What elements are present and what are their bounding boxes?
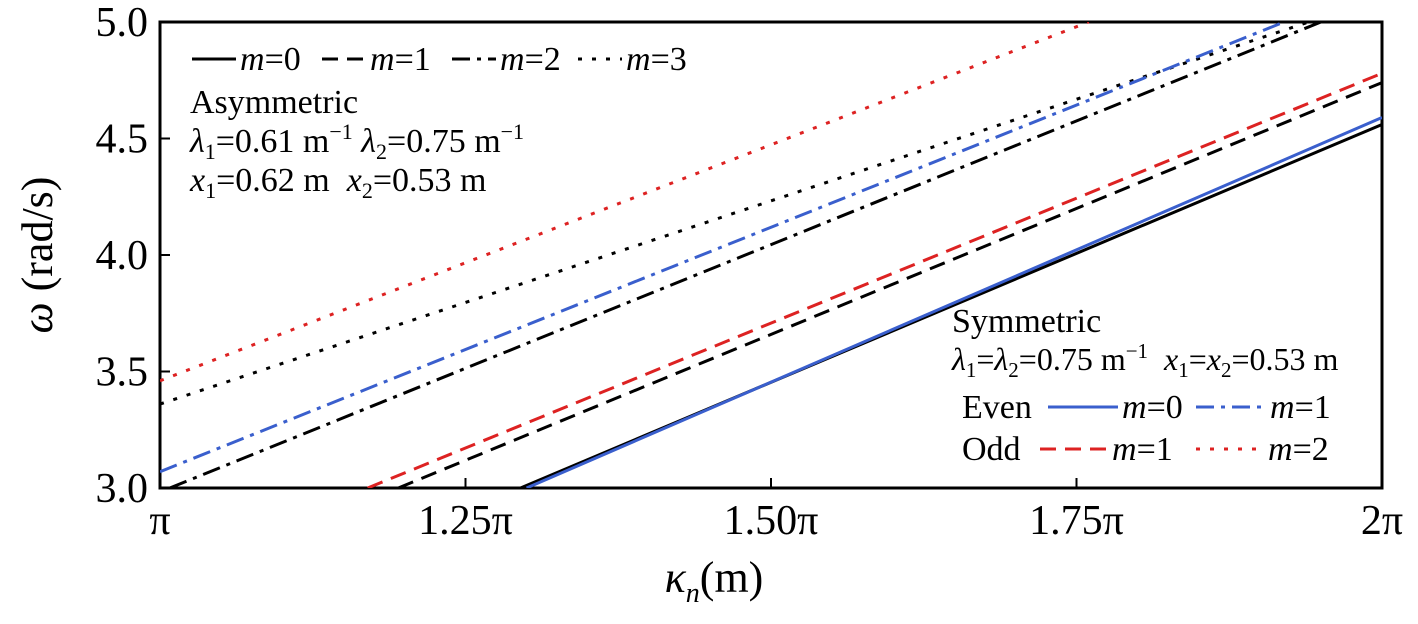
legend-top-item-1-label: m=1 bbox=[370, 41, 431, 78]
y-tick-label: 5.0 bbox=[96, 0, 149, 46]
x-axis-title: κn(m) bbox=[665, 553, 764, 609]
legend-even-item-1: m=1 bbox=[1196, 389, 1331, 426]
y-tick-label: 4.5 bbox=[96, 117, 149, 163]
asymmetric-lambda-params: λ1=0.61 m−1 λ2=0.75 m−1 bbox=[189, 119, 524, 164]
legend-bottom-items: m=0 m=1 m=1 m=2 bbox=[1040, 389, 1331, 468]
legend-asymmetric: m=0 m=1 m=2 m=3 Asymmetric λ1=0.61 m−1 λ2=0… bbox=[189, 41, 687, 203]
legend-top-item-3: m=3 bbox=[578, 41, 687, 78]
series-symmetric-odd-m-1 bbox=[367, 71, 1382, 488]
series-symmetric-even-m-1 bbox=[160, 22, 1285, 474]
legend-odd-item-1-label: m=2 bbox=[1268, 431, 1329, 468]
legend-odd-item-1: m=2 bbox=[1196, 431, 1329, 468]
series-symmetric-even-m-0 bbox=[526, 116, 1382, 488]
y-tick-label: 3.0 bbox=[96, 466, 149, 512]
legend-odd-item-0-label: m=1 bbox=[1112, 431, 1173, 468]
asymmetric-x-params: x1=0.62 m x2=0.53 m bbox=[189, 162, 486, 203]
legend-top-item-2-label: m=2 bbox=[500, 41, 561, 78]
x-tick-label: 1.75π bbox=[1029, 498, 1124, 544]
legend-top-item-0-label: m=0 bbox=[240, 41, 301, 78]
even-label: Even bbox=[962, 389, 1032, 426]
legend-odd-item-0: m=1 bbox=[1040, 431, 1173, 468]
legend-top-item-1: m=1 bbox=[322, 41, 431, 78]
y-tick-label: 4.0 bbox=[96, 233, 149, 279]
asymmetric-heading: Asymmetric bbox=[190, 84, 358, 121]
y-tick-label: 3.5 bbox=[96, 350, 149, 396]
series-asymmetric-m-3 bbox=[160, 22, 1310, 406]
legend-even-item-0: m=0 bbox=[1048, 389, 1183, 426]
legend-symmetric: Symmetric λ1=λ2=0.75 m−1 x1=x2=0.53 m Ev… bbox=[951, 303, 1339, 468]
legend-even-item-1-label: m=1 bbox=[1270, 389, 1331, 426]
x-tick-label: π bbox=[149, 498, 170, 544]
y-axis-title: ω (rad/s) bbox=[13, 177, 62, 334]
symmetric-heading: Symmetric bbox=[952, 303, 1101, 340]
legend-top-item-2: m=2 bbox=[452, 41, 561, 78]
symmetric-params: λ1=λ2=0.75 m−1 x1=x2=0.53 m bbox=[951, 339, 1339, 382]
x-tick-label: 2π bbox=[1361, 498, 1403, 544]
legend-top-item-3-label: m=3 bbox=[626, 41, 687, 78]
series-symmetric-odd-m-2 bbox=[160, 22, 1090, 383]
series-layer bbox=[160, 22, 1382, 488]
x-tick-label: 1.50π bbox=[724, 498, 819, 544]
ticks-layer: π 1.25π 1.50π 1.75π 2π 3.0 3.5 4.0 4.5 5.0 bbox=[96, 0, 1404, 544]
legend-even-item-0-label: m=0 bbox=[1122, 389, 1183, 426]
legend-top-items: m=0 m=1 m=2 m=3 bbox=[192, 41, 687, 78]
x-tick-label: 1.25π bbox=[418, 498, 513, 544]
legend-top-item-0: m=0 bbox=[192, 41, 301, 78]
series-asymmetric-m-2 bbox=[169, 22, 1322, 488]
odd-label: Odd bbox=[962, 431, 1021, 468]
series-asymmetric-m-1 bbox=[397, 81, 1382, 488]
